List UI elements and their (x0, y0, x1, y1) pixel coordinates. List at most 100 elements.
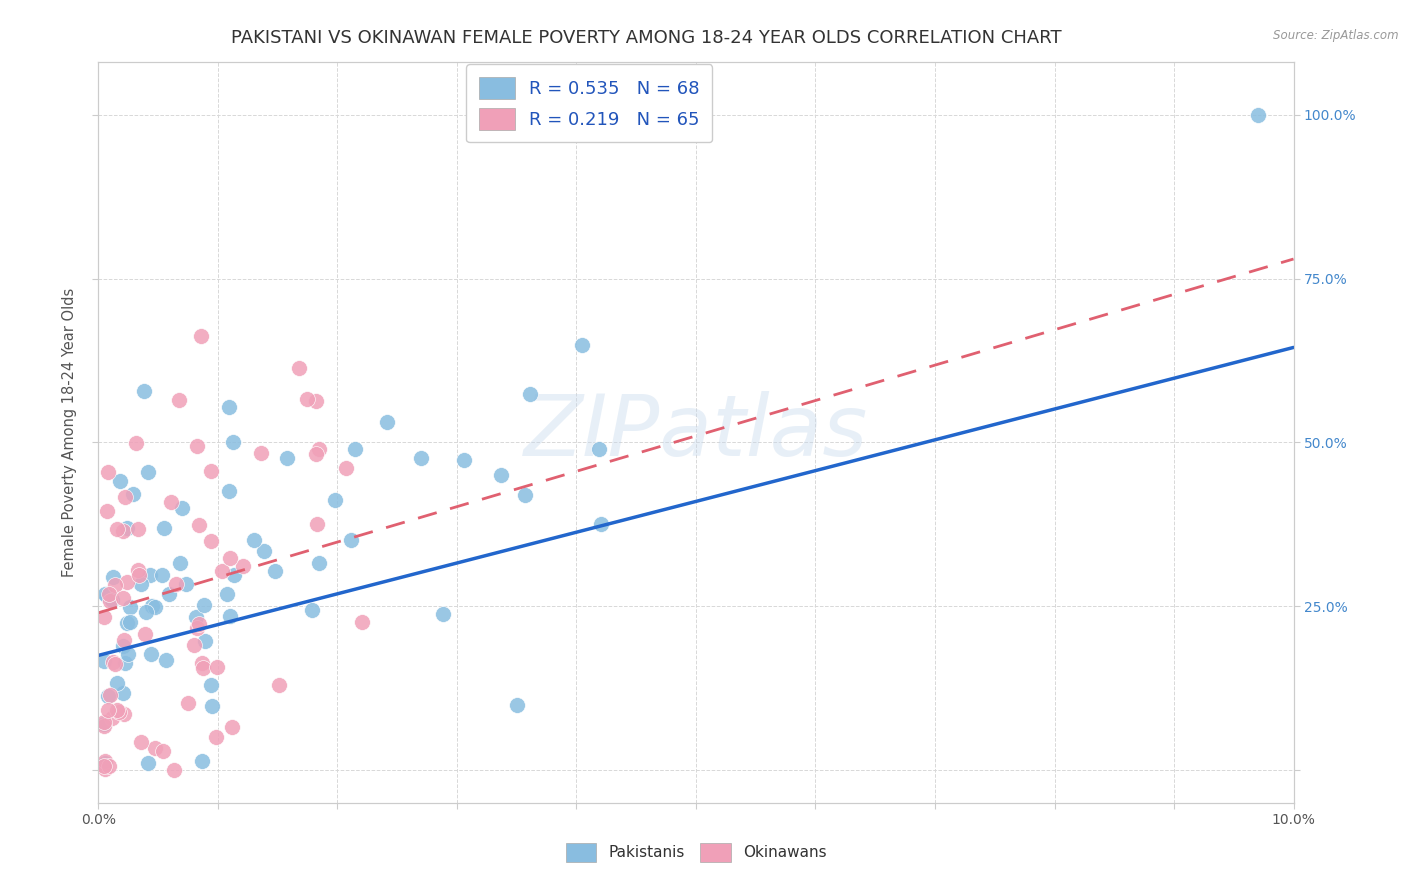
Point (94, 756, 117, 771)
Point (224, 568, 246, 582)
Point (132, 384, 155, 399)
Point (98, 594, 121, 608)
Point (93, 654, 115, 668)
Point (188, 616, 211, 631)
Point (155, 653, 177, 667)
Point (169, 556, 191, 570)
Point (588, 442, 610, 457)
Point (97, 587, 120, 601)
Point (165, 576, 187, 591)
Point (375, 415, 398, 429)
Point (264, 564, 287, 578)
Point (453, 453, 475, 467)
Point (105, 676, 128, 690)
Point (301, 603, 323, 617)
Point (519, 387, 541, 401)
Point (134, 627, 156, 641)
Point (93, 714, 115, 729)
Point (571, 338, 593, 352)
Point (243, 533, 266, 548)
Point (183, 638, 205, 652)
Point (170, 501, 193, 516)
Point (104, 657, 127, 671)
Point (120, 600, 142, 615)
Point (97, 465, 120, 479)
Point (218, 484, 240, 499)
Point (207, 659, 229, 673)
Point (136, 465, 159, 479)
Point (125, 435, 148, 450)
Point (97, 689, 120, 703)
Point (506, 698, 529, 712)
Legend: Pakistanis, Okinawans: Pakistanis, Okinawans (558, 835, 834, 869)
Point (191, 661, 214, 675)
Point (139, 567, 162, 582)
Point (143, 741, 166, 756)
Point (115, 574, 138, 589)
Point (100, 593, 122, 607)
Point (489, 467, 512, 482)
Point (97, 703, 120, 717)
Point (121, 487, 143, 501)
Point (117, 520, 139, 534)
Point (96, 589, 118, 603)
Point (221, 720, 243, 734)
Point (335, 461, 357, 475)
Point (1247, 108, 1270, 122)
Point (218, 551, 240, 566)
Point (174, 577, 197, 591)
Point (128, 567, 150, 582)
Point (288, 361, 311, 376)
Point (150, 568, 173, 582)
Point (186, 621, 208, 635)
Point (163, 763, 186, 777)
Point (193, 599, 215, 613)
Point (186, 609, 208, 624)
Point (157, 587, 180, 601)
Point (167, 392, 190, 407)
Point (200, 678, 222, 692)
Point (432, 607, 454, 622)
Text: PAKISTANI VS OKINAWAN FEMALE POVERTY AMONG 18-24 YEAR OLDS CORRELATION CHART: PAKISTANI VS OKINAWAN FEMALE POVERTY AMO… (232, 29, 1062, 46)
Point (129, 735, 152, 749)
Point (205, 730, 228, 744)
Point (187, 518, 209, 533)
Point (117, 647, 139, 661)
Point (305, 446, 328, 460)
Point (307, 517, 329, 532)
Point (104, 578, 127, 592)
Point (101, 656, 124, 670)
Point (93, 609, 115, 624)
Point (232, 559, 254, 574)
Point (250, 446, 273, 460)
Point (200, 464, 222, 478)
Point (276, 451, 298, 466)
Point (513, 488, 536, 502)
Point (190, 329, 212, 343)
Point (114, 490, 136, 504)
Point (221, 434, 243, 449)
Point (97, 759, 120, 773)
Point (201, 699, 224, 714)
Point (93, 759, 115, 773)
Point (253, 544, 276, 558)
Point (105, 522, 128, 536)
Point (111, 591, 134, 606)
Point (135, 605, 157, 619)
Point (194, 634, 217, 648)
Point (200, 533, 222, 548)
Text: Source: ZipAtlas.com: Source: ZipAtlas.com (1274, 29, 1399, 42)
Point (325, 493, 347, 508)
Point (411, 450, 433, 465)
Point (589, 517, 612, 532)
Point (308, 556, 330, 570)
Point (114, 706, 136, 721)
Point (101, 711, 124, 725)
Point (211, 564, 233, 578)
Point (352, 615, 374, 629)
Point (152, 743, 174, 757)
Text: ZIPatlas: ZIPatlas (524, 391, 868, 475)
Point (308, 442, 330, 456)
Point (295, 392, 318, 406)
Point (139, 647, 162, 661)
